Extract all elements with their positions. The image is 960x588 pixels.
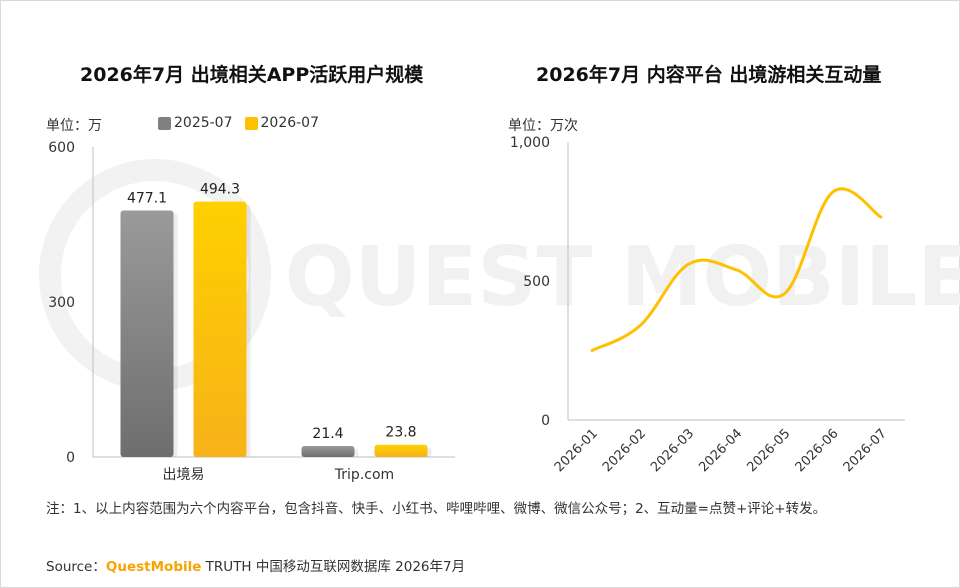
x-tick-label: 2026-05 <box>744 426 793 475</box>
bar <box>374 444 428 457</box>
data-label: 21.4 <box>312 426 343 442</box>
y-tick-label: 0 <box>66 450 75 466</box>
y-tick-label: 300 <box>48 295 75 311</box>
source-text: TRUTH 中国移动互联网数据库 2026年7月 <box>201 559 466 575</box>
legend-item-2026: 2026-07 <box>244 115 320 131</box>
x-tick-label: 2026-07 <box>841 426 890 475</box>
x-tick-label: 2026-01 <box>552 426 601 475</box>
data-label: 494.3 <box>200 182 240 198</box>
line-chart-unit: 单位：万次 <box>508 118 578 134</box>
watermark-text: QUEST MOBILE <box>285 230 960 325</box>
bar <box>120 210 174 457</box>
legend-label: 2026-07 <box>260 115 320 131</box>
bar-chart-unit: 单位：万 <box>46 118 102 134</box>
source-line: Source：QuestMobile TRUTH 中国移动互联网数据库 2026… <box>46 555 465 575</box>
bar-chart-title: 2026年7月 出境相关APP活跃用户规模 <box>80 64 424 86</box>
footnote: 注：1、以上内容范围为六个内容平台，包含抖音、快手、小红书、哔哩哔哩、微博、微信… <box>46 501 827 517</box>
y-tick-label: 500 <box>523 274 550 290</box>
legend-item-2025: 2025-07 <box>158 115 233 131</box>
bar-chart-legend: 2025-07 2026-07 <box>158 115 331 131</box>
legend-label: 2025-07 <box>174 115 233 131</box>
bar <box>193 201 247 457</box>
y-tick-label: 600 <box>48 140 75 156</box>
series-line <box>590 187 883 352</box>
y-tick-label: 1,000 <box>510 135 550 151</box>
x-tick-label: 2026-03 <box>648 426 697 475</box>
x-tick-label: 出境易 <box>163 467 205 483</box>
x-tick-label: 2026-04 <box>696 426 745 475</box>
x-tick-label: 2026-06 <box>793 426 842 475</box>
source-label: Source： <box>46 559 106 575</box>
y-tick-label: 0 <box>541 413 550 429</box>
source-brand: QuestMobile <box>105 559 202 575</box>
bar <box>301 445 355 457</box>
data-label: 23.8 <box>385 425 416 441</box>
data-label: 477.1 <box>127 190 167 206</box>
bar-chart: 0 300 600 出境易 477.1 494.3 Trip.com 21.4 23.8 <box>48 140 455 483</box>
legend-swatch-yellow <box>244 116 258 130</box>
x-tick-label: 2026-02 <box>600 426 649 475</box>
legend-swatch-gray <box>158 116 171 130</box>
x-tick-label: Trip.com <box>334 467 394 483</box>
line-chart-title: 2026年7月 内容平台 出境游相关互动量 <box>536 64 882 86</box>
